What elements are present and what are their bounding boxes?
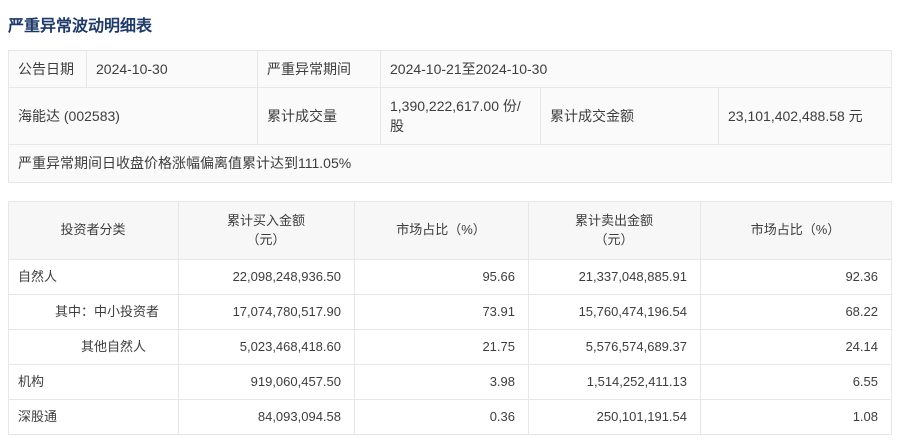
page-title: 严重异常波动明细表 (8, 18, 153, 35)
announce-date-label: 公告日期 (8, 50, 87, 88)
header-buy-amount: 累计买入金额 （元） (178, 201, 355, 260)
investor-header-row: 投资者分类 累计买入金额 （元） 市场占比（%） 累计卖出金额 （元） 市场占比… (8, 201, 892, 260)
buy-share-cell: 95.66 (354, 259, 529, 295)
investor-breakdown-table: 投资者分类 累计买入金额 （元） 市场占比（%） 累计卖出金额 （元） 市场占比… (8, 201, 892, 435)
abnormal-fluctuation-report: 严重异常波动明细表 公告日期 2024-10-30 严重异常期间 2024-10… (0, 12, 899, 435)
category-cell: 自然人 (8, 259, 179, 295)
table-gap (0, 183, 899, 201)
buy-share-cell: 21.75 (354, 329, 529, 365)
deviation-note: 严重异常期间日收盘价格涨幅偏离值累计达到111.05% (8, 144, 892, 183)
category-cell: 其他自然人 (8, 329, 179, 365)
abnormal-period-label: 严重异常期间 (257, 50, 381, 88)
buy-share-cell: 73.91 (354, 294, 529, 330)
category-cell: 机构 (8, 364, 179, 400)
summary-row-totals: 海能达 (002583) 累计成交量 1,390,222,617.00 份/股 … (8, 87, 892, 145)
sell-amount-cell: 250,101,191.54 (528, 399, 701, 435)
amount-value: 23,101,402,488.58 元 (718, 87, 892, 145)
buy-amount-cell: 84,093,094.58 (178, 399, 355, 435)
investor-row-small-medium: 其中：中小投资者 17,074,780,517.90 73.91 15,760,… (8, 294, 892, 330)
buy-amount-cell: 22,098,248,936.50 (178, 259, 355, 295)
sell-amount-cell: 5,576,574,689.37 (528, 329, 701, 365)
sell-amount-cell: 1,514,252,411.13 (528, 364, 701, 400)
abnormal-period-value: 2024-10-21至2024-10-30 (380, 50, 892, 88)
amount-label: 累计成交金额 (540, 87, 719, 145)
sell-share-cell: 1.08 (700, 399, 892, 435)
volume-label: 累计成交量 (257, 87, 381, 145)
sell-share-cell: 68.22 (700, 294, 892, 330)
sell-share-cell: 92.36 (700, 259, 892, 295)
header-category: 投资者分类 (8, 201, 179, 260)
buy-amount-cell: 17,074,780,517.90 (178, 294, 355, 330)
summary-row-note: 严重异常期间日收盘价格涨幅偏离值累计达到111.05% (8, 144, 892, 183)
sell-share-cell: 6.55 (700, 364, 892, 400)
header-sell-amount: 累计卖出金额 （元） (528, 201, 701, 260)
header-buy-share: 市场占比（%） (354, 201, 529, 260)
sell-share-cell: 24.14 (700, 329, 892, 365)
buy-share-cell: 3.98 (354, 364, 529, 400)
header-sell-share: 市场占比（%） (700, 201, 892, 260)
investor-row-institutions: 机构 919,060,457.50 3.98 1,514,252,411.13 … (8, 364, 892, 400)
announce-date-value: 2024-10-30 (86, 50, 258, 88)
stock-name: 海能达 (002583) (8, 87, 258, 145)
buy-amount-cell: 919,060,457.50 (178, 364, 355, 400)
summary-row-dates: 公告日期 2024-10-30 严重异常期间 2024-10-21至2024-1… (8, 50, 892, 88)
sell-amount-cell: 15,760,474,196.54 (528, 294, 701, 330)
summary-table: 公告日期 2024-10-30 严重异常期间 2024-10-21至2024-1… (8, 50, 892, 183)
buy-amount-cell: 5,023,468,418.60 (178, 329, 355, 365)
category-cell: 其中：中小投资者 (8, 294, 179, 330)
volume-value: 1,390,222,617.00 份/股 (380, 87, 541, 145)
investor-row-szse-connect: 深股通 84,093,094.58 0.36 250,101,191.54 1.… (8, 399, 892, 435)
category-cell: 深股通 (8, 399, 179, 435)
buy-share-cell: 0.36 (354, 399, 529, 435)
sell-amount-cell: 21,337,048,885.91 (528, 259, 701, 295)
investor-row-natural-persons: 自然人 22,098,248,936.50 95.66 21,337,048,8… (8, 259, 892, 295)
investor-row-other-natural: 其他自然人 5,023,468,418.60 21.75 5,576,574,6… (8, 329, 892, 365)
